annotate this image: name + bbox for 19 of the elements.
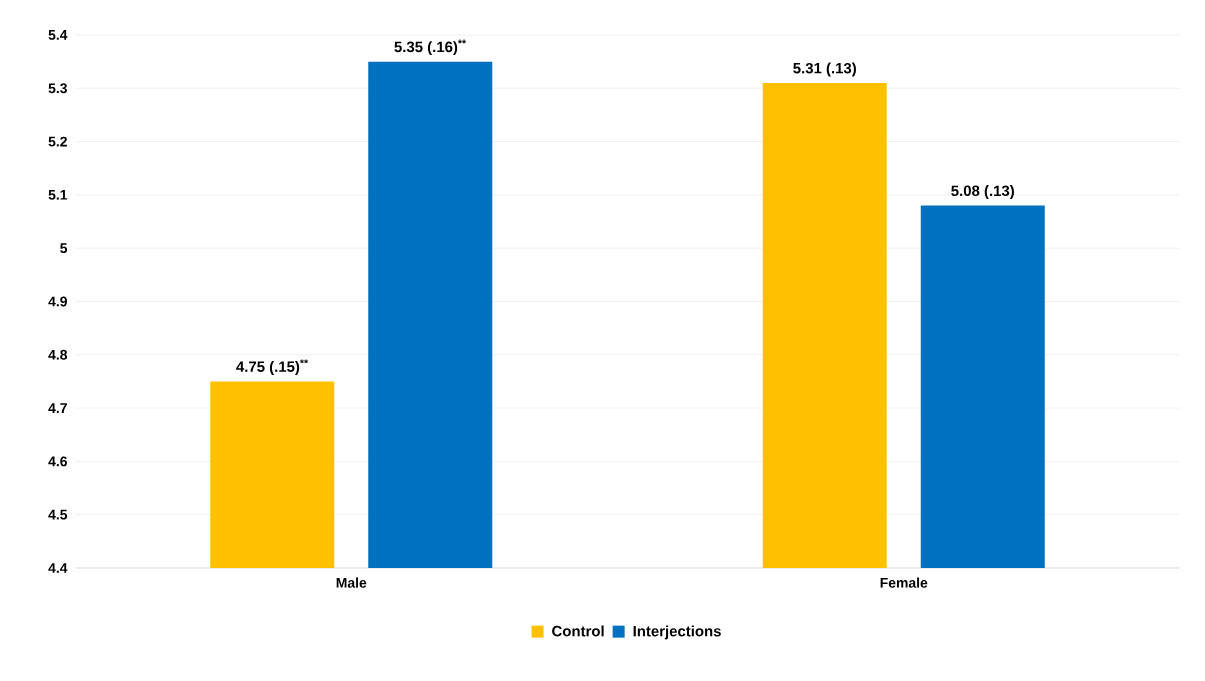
y-tick-label: 4.4 <box>48 563 68 573</box>
x-tick-label: Female <box>880 577 928 588</box>
y-tick-label: 5.4 <box>48 30 68 40</box>
y-tick-label: 4.7 <box>48 403 67 413</box>
data-label: 5.08 (.13) <box>951 185 1014 200</box>
data-label: 5.31 (.13) <box>793 62 856 77</box>
y-tick-label: 5 <box>60 243 68 254</box>
y-tick-label: 4.9 <box>48 296 67 307</box>
x-tick-label: Male <box>336 577 367 588</box>
legend-label: Interjections <box>633 625 721 640</box>
y-tick-label: 4.6 <box>48 456 67 467</box>
data-label: 4.75 (.15)$^{**}$ <box>236 359 309 375</box>
y-tick-label: 4.8 <box>48 349 68 360</box>
y-tick-label: 5.3 <box>48 83 67 94</box>
y-tick-label: 4.5 <box>48 509 68 520</box>
y-tick-label: 5.1 <box>48 190 68 200</box>
legend-label: Control <box>552 625 604 637</box>
data-label: 5.35 (.16)$^{**}$ <box>394 39 467 56</box>
y-tick-label: 5.2 <box>48 136 67 147</box>
